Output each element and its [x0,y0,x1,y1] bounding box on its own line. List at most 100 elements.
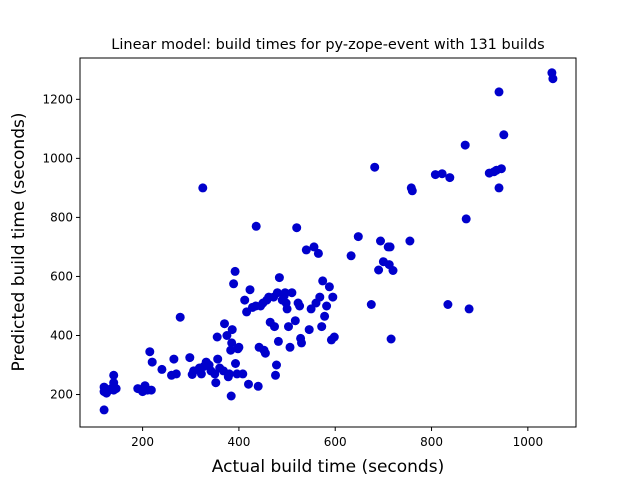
data-point [226,391,236,401]
y-axis-label: Predicted build time (seconds) [9,113,29,372]
data-point [437,169,447,179]
data-point [548,74,558,84]
chart-title: Linear model: build times for py-zope-ev… [111,37,544,53]
y-tick-label: 400 [50,328,73,342]
data-point [198,183,208,193]
data-point [328,292,338,302]
data-point [353,232,363,242]
x-tick-label: 400 [227,435,250,449]
data-point [271,370,280,380]
data-point [430,170,440,180]
data-point [313,248,323,258]
x-axis: 200 400 600 800 1000 [131,427,543,449]
x-tick-label: 600 [324,435,347,449]
data-point [230,266,240,276]
data-point [224,369,234,379]
data-point [227,325,237,335]
x-tick-label: 200 [131,435,154,449]
data-point [324,282,334,292]
x-axis-label: Actual build time (seconds) [212,457,444,477]
y-tick-label: 1000 [42,151,73,165]
data-point [229,279,239,289]
data-point [175,312,185,322]
data-point [253,381,263,391]
data-point [385,242,395,252]
data-point [185,353,195,363]
data-point [443,300,453,309]
data-point [245,285,255,295]
data-point [405,236,415,246]
data-point [240,295,250,305]
data-point [489,167,499,177]
data-point [445,173,455,183]
data-point [147,357,157,367]
data-point [292,223,302,233]
data-point [464,304,474,314]
data-point [290,316,300,326]
data-point [220,319,229,329]
data-point [227,338,237,348]
data-point [499,130,509,140]
plot-frame [79,57,577,428]
data-point [226,345,236,355]
data-point [211,378,221,388]
data-point [318,276,328,286]
data-point [374,265,384,275]
data-point [270,322,279,332]
data-point [169,354,179,364]
data-point [210,369,220,379]
y-tick-label: 800 [50,210,73,224]
data-point [295,301,305,311]
data-point [386,334,396,344]
data-point [376,236,385,246]
data-point [304,325,314,335]
y-tick-label: 200 [50,388,73,402]
data-point [109,370,119,380]
data-point [272,288,282,298]
data-point [212,332,222,342]
data-point [346,251,356,261]
data-point [306,304,316,314]
data-point [494,87,504,97]
data-point [366,300,376,309]
data-point [494,183,504,193]
data-point [320,311,330,321]
data-point [251,221,261,231]
data-point [407,186,417,196]
data-point [99,405,109,415]
data-point [329,332,339,342]
data-point [322,301,332,311]
data-point [287,288,297,298]
data-point [272,360,281,370]
data-point [297,338,306,348]
y-tick-label: 1200 [42,92,73,106]
data-point [284,322,293,332]
data-point [244,379,253,389]
data-point [274,273,284,283]
data-point [280,288,290,298]
data-point [145,347,155,357]
data-point [222,331,232,340]
y-tick-label: 600 [50,269,73,283]
data-point [260,348,270,358]
data-point [171,369,181,379]
data-point [317,322,327,332]
data-point [301,245,311,255]
data-point [460,140,470,150]
data-point [315,292,325,302]
x-tick-label: 800 [420,435,443,449]
x-tick-label: 1000 [513,435,544,449]
data-point [282,304,292,314]
data-point [238,369,248,379]
data-point [496,164,506,174]
data-point [309,242,319,252]
data-point [146,385,156,395]
data-point [213,354,223,364]
plot-area [99,68,558,415]
data-point [370,162,380,172]
data-point [231,359,240,368]
data-point [234,342,244,352]
data-point [111,384,121,394]
data-point [196,369,206,379]
data-point [273,336,283,346]
